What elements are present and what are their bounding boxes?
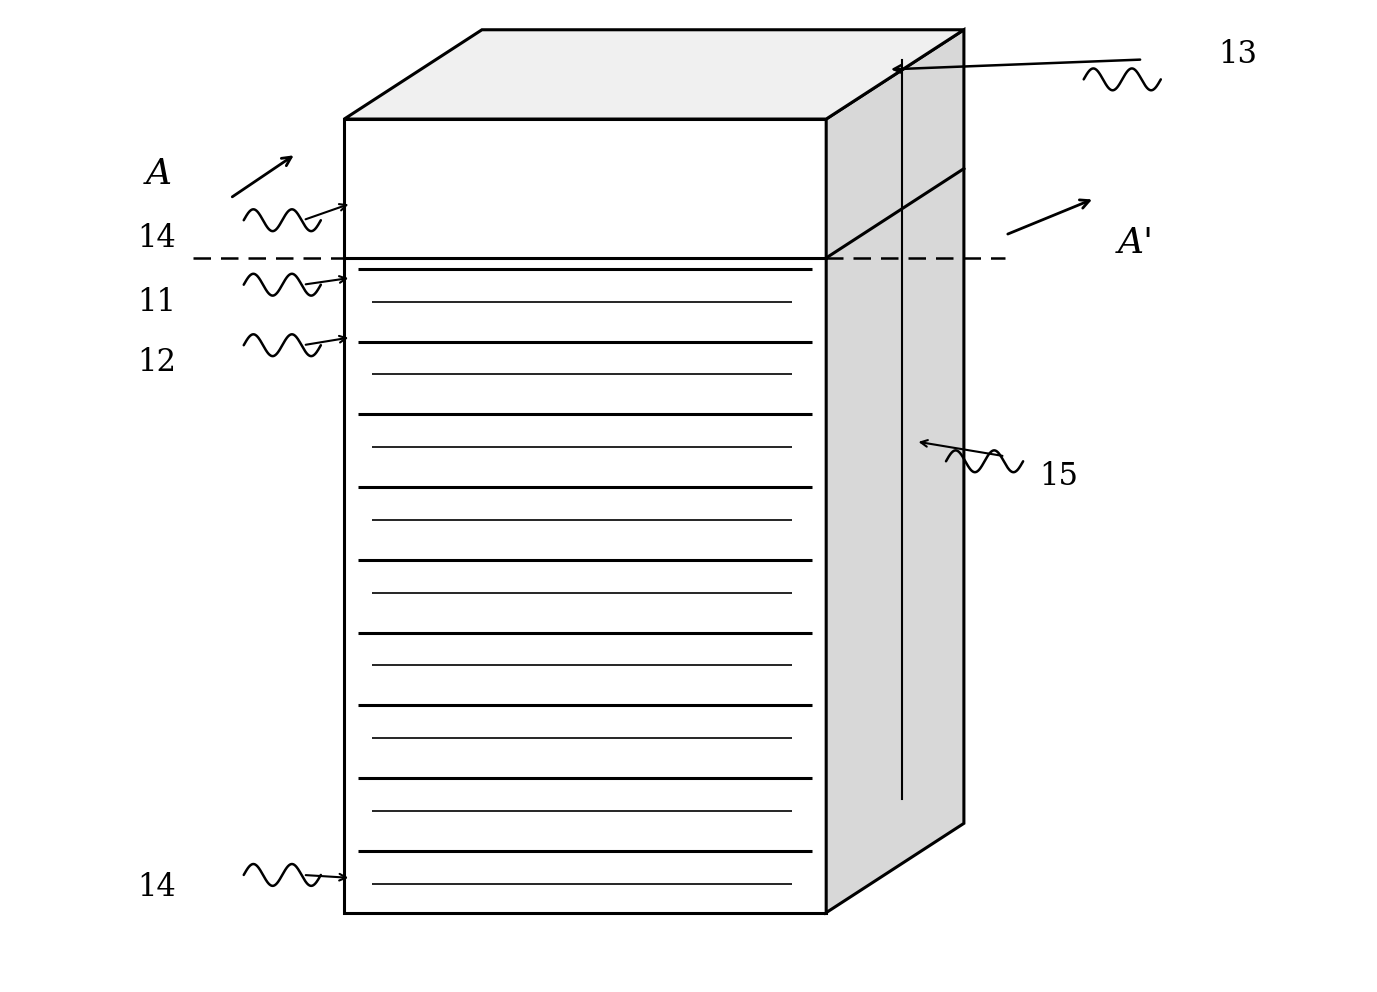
Text: 15: 15 [1040,460,1078,492]
Text: 13: 13 [1219,39,1257,70]
Text: 14: 14 [138,872,176,904]
Text: 14: 14 [138,222,176,254]
Polygon shape [826,30,964,913]
Text: A: A [146,157,171,190]
Polygon shape [344,30,964,119]
Text: A': A' [1118,226,1154,260]
Polygon shape [344,119,826,913]
Text: 12: 12 [138,346,176,378]
Text: 11: 11 [138,287,176,318]
